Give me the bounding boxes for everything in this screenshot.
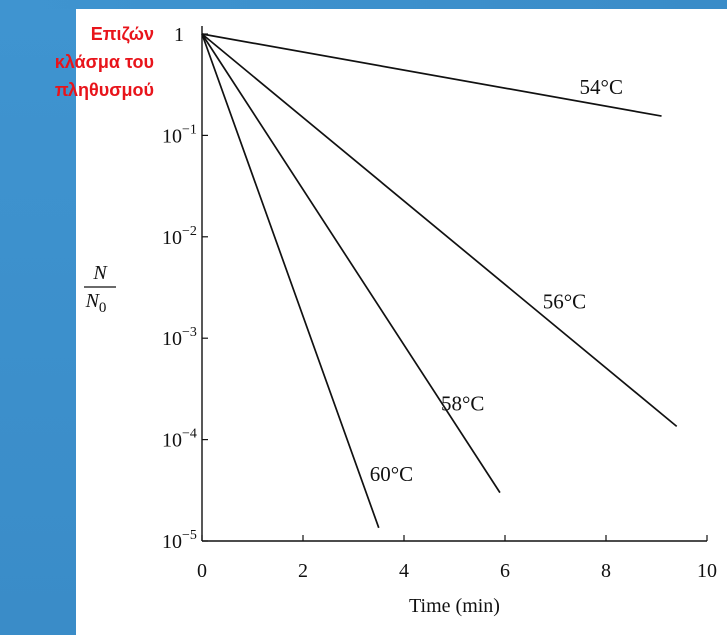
series-label: 58°C: [441, 392, 484, 416]
y-tick-label: 10−4: [162, 427, 197, 452]
x-tick-label: 8: [601, 560, 611, 582]
chart-labels: 54°C 56°C 58°C 60°C Time (min) N N0: [84, 75, 623, 617]
x-tick-label: 2: [298, 560, 308, 582]
chart-axes: [201, 26, 707, 542]
annotation-line-2: κλάσμα του: [54, 52, 154, 72]
chart-ticks: 0 2 4 6 8 10 1 10−1 10−2 10−3 10−4 10−5: [162, 24, 717, 582]
y-axis-annotation: Επιζών κλάσμα του πληθυσμού: [55, 20, 154, 104]
x-tick-label: 10: [697, 560, 717, 582]
series-label: 60°C: [370, 462, 413, 486]
y-axis-title-denominator: N0: [85, 290, 107, 316]
annotation-line-1: Επιζών: [90, 24, 154, 44]
x-tick-label: 0: [197, 560, 207, 582]
x-axis-title: Time (min): [409, 595, 500, 617]
series-line: [201, 33, 662, 117]
series-line: [201, 33, 678, 428]
y-tick-label: 1: [174, 24, 184, 46]
annotation-line-3: πληθυσμού: [54, 80, 154, 100]
chart-series: [201, 33, 678, 529]
y-axis-title-numerator: N: [92, 262, 108, 284]
left-accent-band: [0, 0, 76, 635]
x-tick-label: 4: [399, 560, 409, 582]
y-tick-label: 10−2: [162, 224, 197, 249]
top-accent-band: [0, 0, 727, 9]
series-label: 56°C: [543, 289, 586, 313]
y-tick-label: 10−1: [162, 122, 197, 147]
series-label: 54°C: [580, 75, 623, 99]
series-line: [201, 33, 501, 494]
y-tick-label: 10−3: [162, 325, 197, 350]
series-line: [201, 33, 380, 529]
y-tick-label: 10−5: [162, 528, 197, 553]
x-tick-label: 6: [500, 560, 510, 582]
